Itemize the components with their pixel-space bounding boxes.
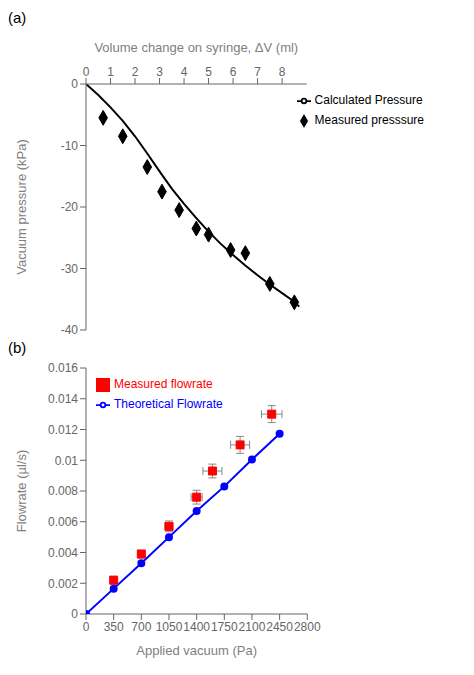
- svg-text:0.004: 0.004: [48, 546, 78, 560]
- svg-text:Vacuum pressure (kPa): Vacuum pressure (kPa): [14, 139, 29, 275]
- svg-text:0.014: 0.014: [48, 392, 78, 406]
- svg-text:0: 0: [83, 620, 90, 634]
- svg-text:0: 0: [71, 607, 78, 621]
- svg-text:1750: 1750: [211, 620, 238, 634]
- svg-text:2450: 2450: [266, 620, 293, 634]
- svg-text:0.006: 0.006: [48, 515, 78, 529]
- svg-text:-30: -30: [61, 262, 79, 276]
- svg-text:2: 2: [132, 65, 139, 79]
- svg-text:0: 0: [83, 65, 90, 79]
- html-text:Theoretical Flowrate: Theoretical Flowrate: [114, 397, 223, 411]
- svg-text:350: 350: [104, 620, 124, 634]
- svg-text:1: 1: [107, 65, 114, 79]
- svg-text:Volume change on syringe, ΔV (: Volume change on syringe, ΔV (ml): [94, 40, 298, 55]
- svg-text:700: 700: [131, 620, 151, 634]
- html-text:Measured presssure: Measured presssure: [314, 113, 424, 127]
- html-text:Measured flowrate: Measured flowrate: [114, 377, 213, 391]
- svg-text:1050: 1050: [156, 620, 183, 634]
- svg-text:0: 0: [71, 77, 78, 91]
- svg-text:4: 4: [181, 65, 188, 79]
- html-text:(a): (a): [8, 9, 27, 26]
- svg-text:2100: 2100: [239, 620, 266, 634]
- svg-text:2800: 2800: [294, 620, 321, 634]
- svg-text:Flowrate (µl/s): Flowrate (µl/s): [14, 450, 29, 533]
- svg-text:0.002: 0.002: [48, 577, 78, 591]
- html-text:Calculated Pressure: Calculated Pressure: [314, 93, 423, 107]
- svg-text:-20: -20: [61, 200, 79, 214]
- svg-text:8: 8: [279, 65, 286, 79]
- html-text:(b): (b): [8, 339, 27, 356]
- svg-text:-10: -10: [61, 139, 79, 153]
- svg-text:5: 5: [205, 65, 212, 79]
- svg-text:0.008: 0.008: [48, 484, 78, 498]
- svg-text:7: 7: [254, 65, 261, 79]
- svg-text:0.012: 0.012: [48, 423, 78, 437]
- svg-text:6: 6: [230, 65, 237, 79]
- svg-text:Applied vacuum (Pa): Applied vacuum (Pa): [136, 643, 257, 658]
- svg-text:-40: -40: [61, 323, 79, 337]
- svg-text:0.01: 0.01: [55, 454, 79, 468]
- svg-text:1400: 1400: [183, 620, 210, 634]
- svg-text:0.016: 0.016: [48, 361, 78, 375]
- svg-text:3: 3: [156, 65, 163, 79]
